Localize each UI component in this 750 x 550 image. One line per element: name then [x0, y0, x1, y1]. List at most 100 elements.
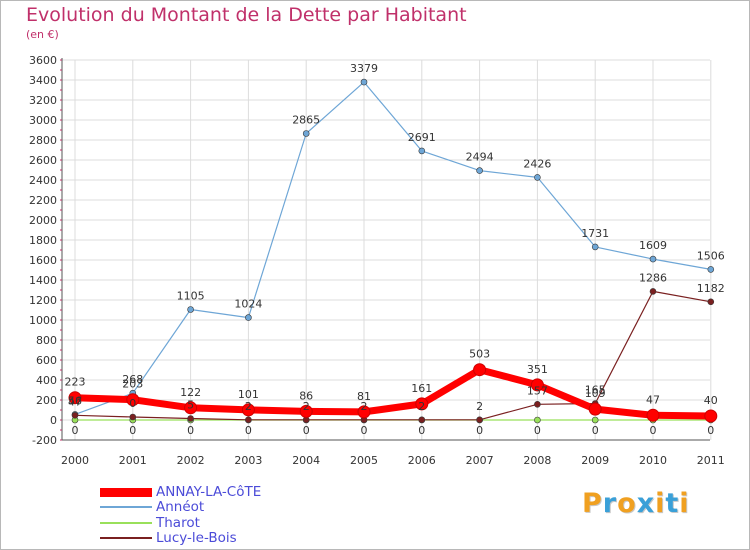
- x-tick-label: 2002: [177, 454, 205, 467]
- y-tick-label: 2200: [29, 194, 57, 207]
- data-point-lucy: [245, 416, 252, 424]
- data-label: 1506: [697, 249, 725, 262]
- series-lucy: [71, 288, 715, 424]
- data-point-lucy: [534, 400, 541, 408]
- data-label: 0: [187, 424, 194, 437]
- data-point-anneot: [245, 314, 252, 321]
- data-point-lucy: [707, 298, 715, 306]
- legend-item: ANNAY-LA-CôTE: [100, 485, 261, 499]
- x-tick-label: 2000: [61, 454, 89, 467]
- legend-swatch: [100, 506, 152, 508]
- data-label: 165: [585, 384, 606, 397]
- data-label: 1024: [234, 298, 262, 311]
- data-point-tharot: [534, 416, 541, 424]
- data-point-annay: [646, 408, 660, 422]
- data-point-annay: [704, 409, 718, 423]
- data-label: 101: [238, 388, 259, 401]
- logo-letter: i: [655, 488, 666, 519]
- x-tick-label: 2010: [639, 454, 667, 467]
- axes: [60, 58, 710, 441]
- data-point-annay: [530, 378, 544, 392]
- data-label: 0: [418, 424, 425, 437]
- data-label: 1731: [581, 227, 609, 240]
- data-point-annay: [184, 401, 198, 415]
- data-label: 109: [585, 387, 606, 400]
- data-label: 203: [122, 378, 143, 391]
- data-label: 2426: [523, 157, 551, 170]
- x-tick-label: 2006: [408, 454, 436, 467]
- data-label: 122: [180, 386, 201, 399]
- data-point-annay: [357, 405, 371, 419]
- y-tick-label: 0: [50, 414, 57, 427]
- y-tick-label: 800: [36, 334, 57, 347]
- x-tick-label: 2003: [234, 454, 262, 467]
- data-label: 0: [534, 424, 541, 437]
- data-label: 2865: [292, 114, 320, 127]
- data-label: 0: [303, 424, 310, 437]
- y-tick-label: 1400: [29, 274, 57, 287]
- legend-item: Annéot: [100, 500, 204, 514]
- data-label: 268: [122, 373, 143, 386]
- legend-item: Lucy-le-Bois: [100, 531, 237, 545]
- y-tick-label: 2400: [29, 174, 57, 187]
- data-label: 351: [527, 363, 548, 376]
- data-point-anneot: [476, 167, 483, 174]
- y-tick-label: 2800: [29, 134, 57, 147]
- data-point-annay: [415, 397, 429, 411]
- y-tick-label: -200: [32, 434, 57, 447]
- data-label: 0: [129, 397, 136, 410]
- x-tick-label: 2005: [350, 454, 378, 467]
- x-tick-label: 2001: [119, 454, 147, 467]
- y-tick-label: 200: [36, 394, 57, 407]
- data-label: 0: [650, 424, 657, 437]
- legend-swatch: [100, 537, 152, 539]
- chart-title: Evolution du Montant de la Dette par Hab…: [26, 4, 467, 26]
- data-label: 0: [476, 424, 483, 437]
- x-tick-label: 2008: [523, 454, 551, 467]
- legend-label: Annéot: [156, 499, 205, 515]
- legend-item: Tharot: [100, 516, 200, 530]
- y-tick-label: 2600: [29, 154, 57, 167]
- series-anneot: [71, 78, 715, 418]
- x-tick-labels: 2000 2001 2002 2003 2004 2005 2006 2007 2008 2009…: [61, 454, 725, 467]
- logo-letter: i: [679, 488, 690, 519]
- y-tick-labels: -200 0 200 400 600 800 1000 1200 1400 1600 1800 200…: [29, 54, 57, 447]
- logo-letter: t: [665, 488, 680, 519]
- x-tick-label: 2007: [466, 454, 494, 467]
- y-tick-label: 3000: [29, 114, 57, 127]
- proxiti-logo: Proxiti: [582, 488, 690, 519]
- data-label: 157: [527, 384, 548, 397]
- data-label: 2691: [408, 131, 436, 144]
- legend-label: ANNAY-LA-CôTE: [156, 484, 262, 500]
- data-point-anneot: [187, 306, 194, 313]
- legend-swatch: [100, 522, 152, 524]
- data-label: 0: [245, 424, 252, 437]
- y-tick-label: 3200: [29, 94, 57, 107]
- data-point-lucy: [418, 416, 426, 424]
- y-tick-label: 1800: [29, 234, 57, 247]
- legend-swatch: [100, 487, 152, 497]
- data-point-lucy: [649, 288, 657, 295]
- x-tick-label: 2004: [292, 454, 320, 467]
- data-label: 2: [303, 400, 310, 413]
- data-point-annay: [241, 403, 255, 417]
- y-tick-label: 1600: [29, 254, 57, 267]
- data-label: 2: [361, 400, 368, 413]
- x-tick-label: 2009: [581, 454, 609, 467]
- y-tick-label: 1200: [29, 294, 57, 307]
- data-label: 0: [361, 424, 368, 437]
- data-point-annay: [473, 363, 487, 377]
- data-label: 2: [476, 400, 483, 413]
- data-point-annay: [588, 402, 602, 416]
- data-label: 0: [592, 424, 599, 437]
- data-label: 1105: [177, 290, 205, 303]
- data-point-anneot: [707, 266, 715, 273]
- legend-label: Lucy-le-Bois: [156, 530, 237, 546]
- y-tick-label: 400: [36, 374, 57, 387]
- series-annay: [68, 363, 718, 423]
- data-point-lucy: [71, 411, 79, 419]
- data-label: 503: [469, 348, 490, 361]
- data-label: 40: [704, 394, 718, 407]
- data-point-lucy: [129, 413, 137, 421]
